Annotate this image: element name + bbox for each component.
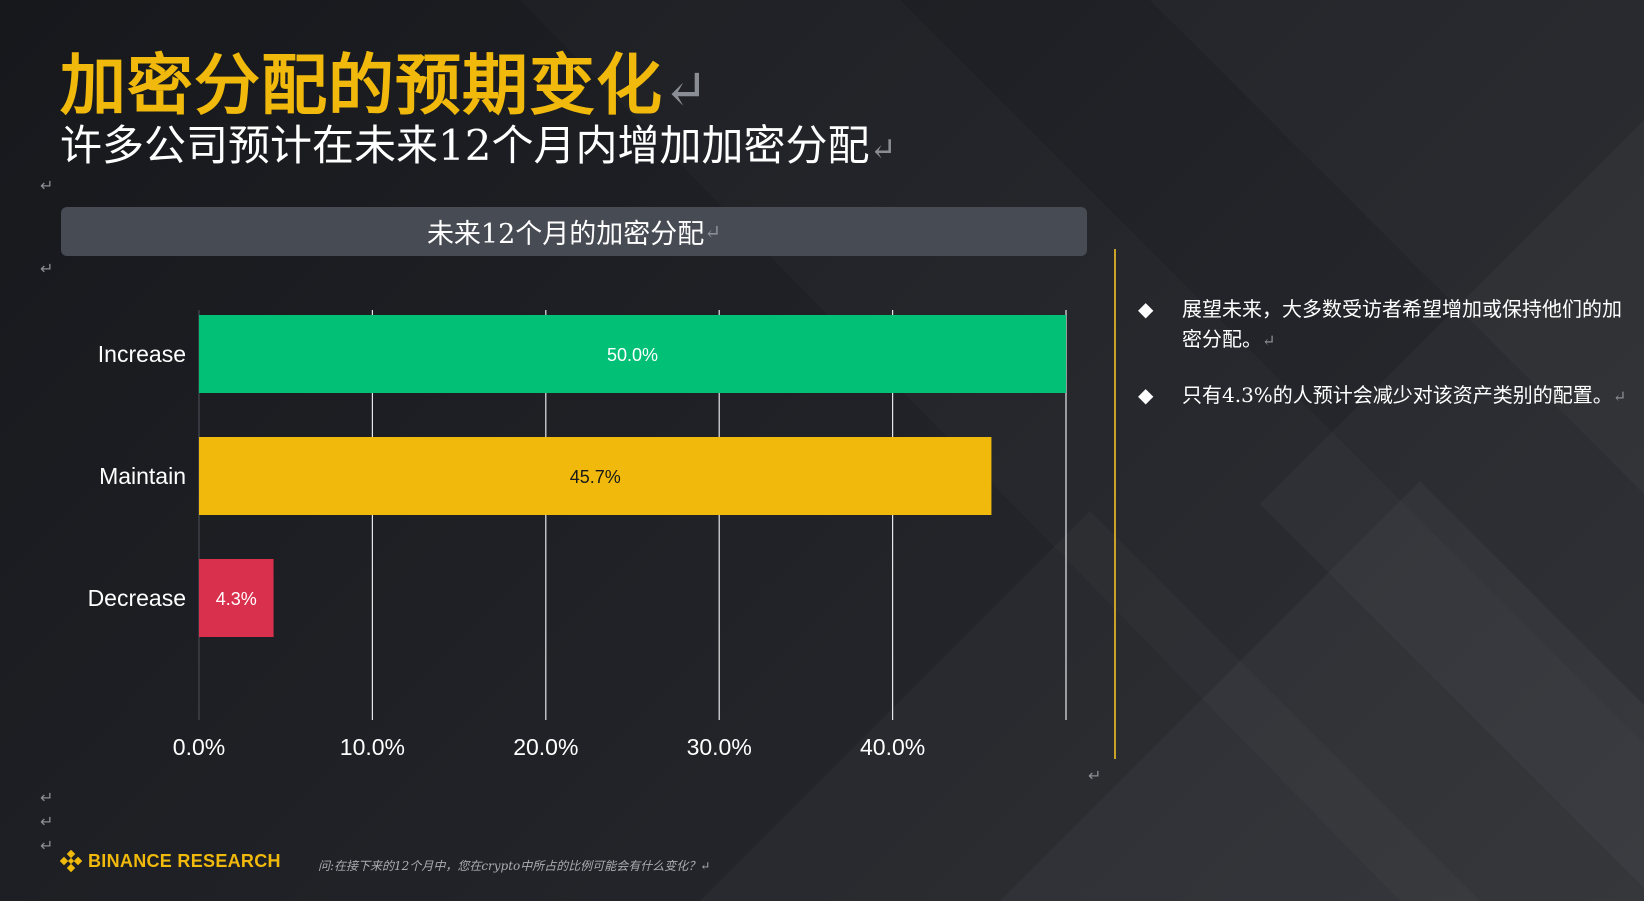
- return-mark: ↵: [40, 790, 54, 807]
- page-subtitle: 许多公司预计在未来12个月内增加加密分配↵: [60, 121, 897, 170]
- x-tick-label: 10.0%: [340, 734, 405, 760]
- bullet-text: 只有4.3%的人预计会减少对该资产类别的配置。: [1182, 383, 1613, 407]
- page-title: 加密分配的预期变化↵: [60, 46, 710, 124]
- bullet-list: ◆ 展望未来，大多数受访者希望增加或保持他们的加密分配。↵ ◆ 只有4.3%的人…: [1138, 294, 1638, 436]
- x-tick-label: 40.0%: [860, 734, 925, 760]
- binance-logo-icon: [60, 850, 82, 872]
- return-mark: ↵: [40, 178, 54, 195]
- binance-research-logo: BINANCE RESEARCH: [60, 850, 281, 872]
- return-mark: ↵: [663, 58, 710, 121]
- vertical-divider: [1114, 249, 1116, 759]
- data-label: 50.0%: [607, 345, 658, 365]
- chart-title: 未来12个月的加密分配: [426, 219, 705, 250]
- data-label: 4.3%: [216, 589, 257, 609]
- footnote: 问:在接下来的12个月中，您在crypto中所占的比例可能会有什么变化？↵: [318, 859, 711, 873]
- x-tick-label: 20.0%: [513, 734, 578, 760]
- diamond-icon: ◆: [1138, 297, 1154, 321]
- logo-text: BINANCE RESEARCH: [88, 850, 281, 871]
- category-label: Increase: [98, 341, 186, 367]
- return-mark: ↵: [1088, 768, 1102, 785]
- x-tick-label: 30.0%: [687, 734, 752, 760]
- x-tick-label: 0.0%: [173, 734, 225, 760]
- return-mark: ↵: [1262, 331, 1276, 350]
- bullet-item: ◆ 展望未来，大多数受访者希望增加或保持他们的加密分配。↵: [1138, 294, 1638, 356]
- bullet-item: ◆ 只有4.3%的人预计会减少对该资产类别的配置。↵: [1138, 380, 1638, 412]
- chart-title-bar: 未来12个月的加密分配 ↵: [61, 207, 1087, 256]
- return-mark: ↵: [40, 838, 54, 855]
- return-mark: ↵: [704, 219, 722, 244]
- return-mark: ↵: [869, 130, 897, 168]
- category-label: Maintain: [99, 463, 186, 489]
- return-mark: ↵: [40, 261, 54, 278]
- return-mark: ↵: [40, 814, 54, 831]
- return-mark: ↵: [1612, 387, 1627, 406]
- bar-increase: [199, 315, 1066, 393]
- bar-chart: 0.0% 10.0% 20.0% 30.0% 40.0% Increase 50.0% Mai…: [88, 310, 1067, 760]
- bullet-text: 展望未来，大多数受访者希望增加或保持他们的加密分配。: [1182, 297, 1622, 351]
- bar-maintain: [199, 437, 992, 515]
- bar-decrease: [199, 559, 274, 637]
- return-mark: ↵: [700, 859, 711, 873]
- category-label: Decrease: [88, 585, 186, 611]
- diamond-icon: ◆: [1138, 383, 1154, 407]
- data-label: 45.7%: [570, 467, 621, 487]
